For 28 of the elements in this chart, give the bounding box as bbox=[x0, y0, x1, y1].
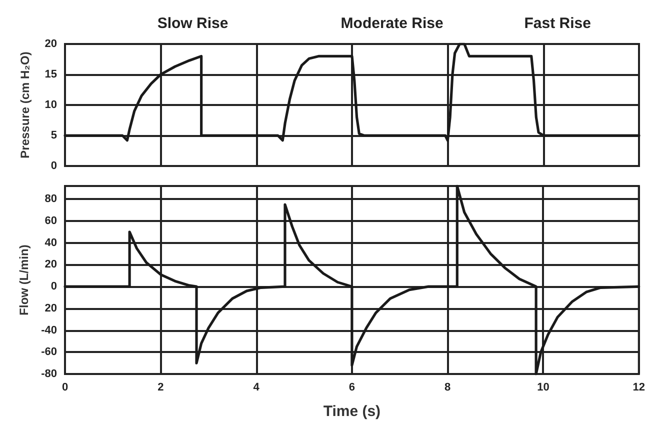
y-tick-label: 40 bbox=[44, 236, 57, 249]
y-tick-label: -80 bbox=[41, 368, 57, 380]
y-tick-label: 0 bbox=[50, 160, 57, 172]
y-axis-title: Flow (L/min) bbox=[17, 244, 32, 316]
text: Fast Rise bbox=[524, 15, 591, 32]
y-tick-label: 5 bbox=[50, 130, 57, 142]
y-axis-title: Pressure (cm H₂O) bbox=[18, 52, 32, 158]
x-tick-label: 2 bbox=[158, 382, 164, 394]
x-tick-label: 4 bbox=[253, 382, 260, 394]
y-tick-label: 0 bbox=[50, 280, 57, 293]
y-tick-label: -60 bbox=[41, 346, 57, 358]
x-axis-title: Time (s) bbox=[323, 403, 381, 420]
y-tick-label: -40 bbox=[41, 324, 57, 336]
text: Moderate Rise bbox=[340, 15, 444, 32]
y-tick-label: 20 bbox=[44, 258, 57, 271]
x-tick-label: 12 bbox=[632, 382, 646, 394]
x-tick-label: 10 bbox=[537, 382, 550, 394]
y-tick-label: 10 bbox=[44, 99, 57, 111]
line-series bbox=[64, 184, 640, 376]
y-tick-label: 80 bbox=[44, 193, 57, 206]
y-tick-label: 60 bbox=[44, 214, 57, 227]
y-tick-label: 20 bbox=[44, 302, 57, 314]
x-tick-label: 0 bbox=[62, 382, 68, 394]
x-tick-label: 8 bbox=[444, 382, 451, 394]
text: Slow Rise bbox=[157, 15, 228, 32]
y-tick-label: 20 bbox=[44, 38, 57, 50]
y-tick-label: 15 bbox=[44, 68, 57, 80]
x-tick-label: 6 bbox=[348, 382, 356, 394]
